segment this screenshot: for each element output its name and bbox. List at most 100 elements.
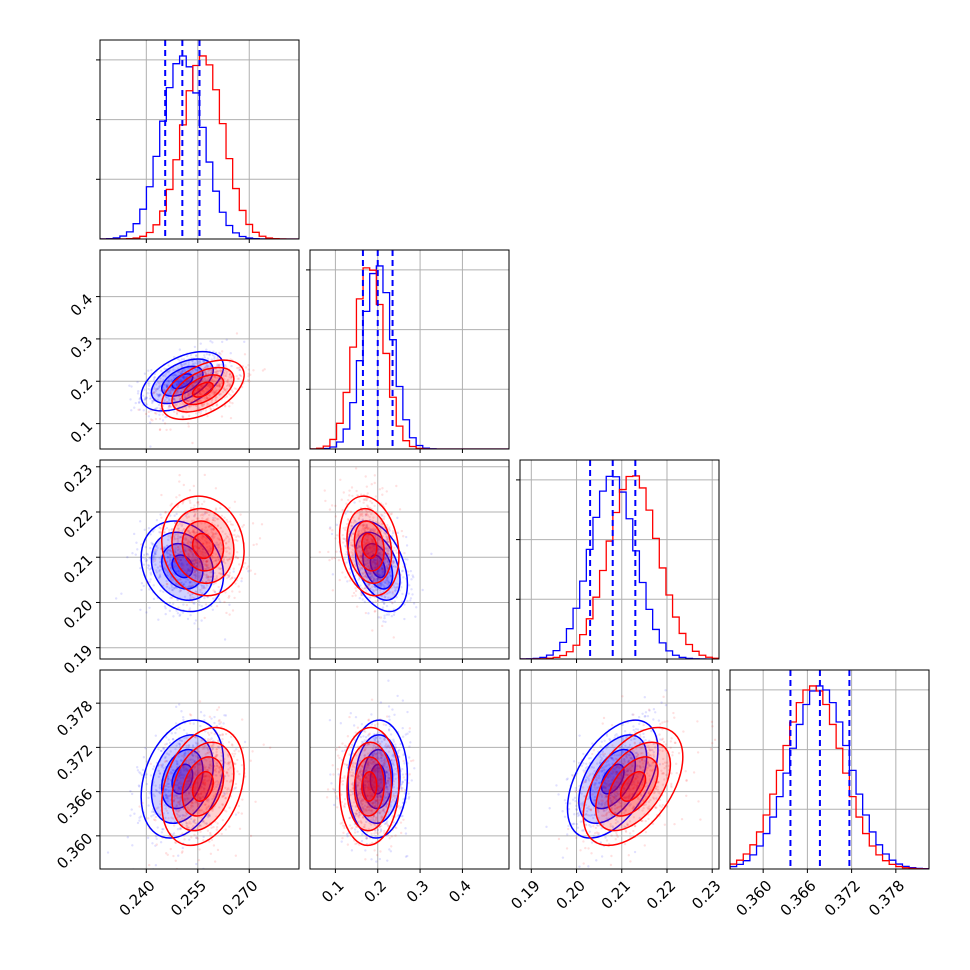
scatter-point xyxy=(181,523,184,526)
scatter-point xyxy=(194,741,198,744)
scatter-point xyxy=(192,563,196,566)
scatter-point xyxy=(354,564,358,568)
scatter-point xyxy=(192,530,195,533)
scatter-point xyxy=(159,565,162,568)
scatter-point xyxy=(160,369,163,373)
scatter-point xyxy=(385,592,388,596)
scatter-point xyxy=(377,538,381,542)
scatter-point xyxy=(182,718,185,722)
scatter-point xyxy=(389,575,393,578)
scatter-point xyxy=(382,572,386,575)
scatter-point xyxy=(173,841,177,844)
scatter-point xyxy=(381,550,384,554)
scatter-point xyxy=(197,546,201,549)
scatter-point xyxy=(372,541,375,544)
scatter-point xyxy=(203,473,206,477)
scatter-point xyxy=(227,575,230,578)
scatter-point xyxy=(228,385,231,388)
scatter-point xyxy=(140,543,143,546)
scatter-point xyxy=(149,571,152,575)
scatter-point xyxy=(348,533,352,536)
scatter-point xyxy=(383,561,386,565)
scatter-point xyxy=(187,567,190,571)
scatter-point xyxy=(384,556,387,560)
scatter-point xyxy=(401,592,404,596)
scatter-point xyxy=(204,563,208,566)
scatter-point xyxy=(221,569,225,572)
scatter-point xyxy=(226,536,230,539)
scatter-point xyxy=(204,379,208,382)
scatter-point xyxy=(346,517,350,521)
scatter-point xyxy=(157,618,160,621)
scatter-point xyxy=(350,524,353,528)
scatter-point xyxy=(353,519,356,522)
scatter-point xyxy=(163,389,166,392)
y-tick-label-2-3: 0.22 xyxy=(60,506,96,542)
scatter-point xyxy=(176,527,179,530)
scatter-point xyxy=(192,397,195,401)
scatter-point xyxy=(178,614,181,618)
scatter-point xyxy=(361,514,364,518)
scatter-point xyxy=(218,383,221,386)
scatter-point xyxy=(187,361,190,364)
scatter-point xyxy=(173,387,176,391)
scatter-point xyxy=(169,561,172,564)
scatter-point xyxy=(207,393,210,397)
scatter-point xyxy=(182,405,186,408)
scatter-point xyxy=(138,805,141,808)
scatter-point xyxy=(205,584,209,587)
scatter-point xyxy=(172,536,176,539)
scatter-point xyxy=(175,412,179,416)
scatter-point xyxy=(351,548,354,551)
scatter-point xyxy=(342,537,345,540)
scatter-point xyxy=(190,371,193,374)
scatter-point xyxy=(378,553,382,557)
scatter-point xyxy=(149,397,153,400)
scatter-point xyxy=(168,397,171,401)
scatter-point xyxy=(380,514,384,518)
scatter-point xyxy=(168,403,172,407)
scatter-point xyxy=(406,854,409,858)
scatter-point xyxy=(205,567,208,571)
scatter-point xyxy=(145,611,148,614)
scatter-point xyxy=(207,383,210,387)
scatter-point xyxy=(388,570,392,574)
scatter-point xyxy=(362,501,365,504)
scatter-point xyxy=(151,419,154,422)
scatter-point xyxy=(170,816,173,819)
scatter-point xyxy=(157,748,160,751)
scatter-point xyxy=(200,389,203,393)
scatter-point xyxy=(182,527,186,531)
scatter-point xyxy=(200,410,203,413)
scatter-point xyxy=(208,376,211,380)
scatter-point xyxy=(191,584,194,587)
scatter-point xyxy=(236,551,239,554)
scatter-point xyxy=(362,532,366,535)
scatter-point xyxy=(372,527,375,530)
scatter-point xyxy=(184,548,187,551)
scatter-point xyxy=(206,563,209,567)
scatter-point xyxy=(371,519,375,523)
scatter-point xyxy=(363,587,367,590)
contour-series-0-2-1-3 xyxy=(347,520,409,613)
scatter-point xyxy=(176,391,180,394)
scatter-point xyxy=(212,532,215,536)
scatter-point xyxy=(216,848,220,852)
scatter-point xyxy=(374,495,378,498)
scatter-point xyxy=(391,532,395,535)
scatter-point xyxy=(243,740,247,744)
scatter-point xyxy=(370,713,373,716)
scatter-point xyxy=(217,354,220,358)
scatter-point xyxy=(184,536,187,540)
scatter-point xyxy=(169,576,172,579)
scatter-point xyxy=(383,531,386,534)
scatter-point xyxy=(200,586,204,590)
scatter-point xyxy=(178,752,181,756)
scatter-point xyxy=(197,858,201,862)
scatter-point xyxy=(364,564,368,567)
scatter-point xyxy=(387,715,391,718)
scatter-point xyxy=(160,523,164,527)
scatter-point xyxy=(182,583,186,586)
scatter-point xyxy=(213,591,217,594)
scatter-point xyxy=(210,401,213,404)
